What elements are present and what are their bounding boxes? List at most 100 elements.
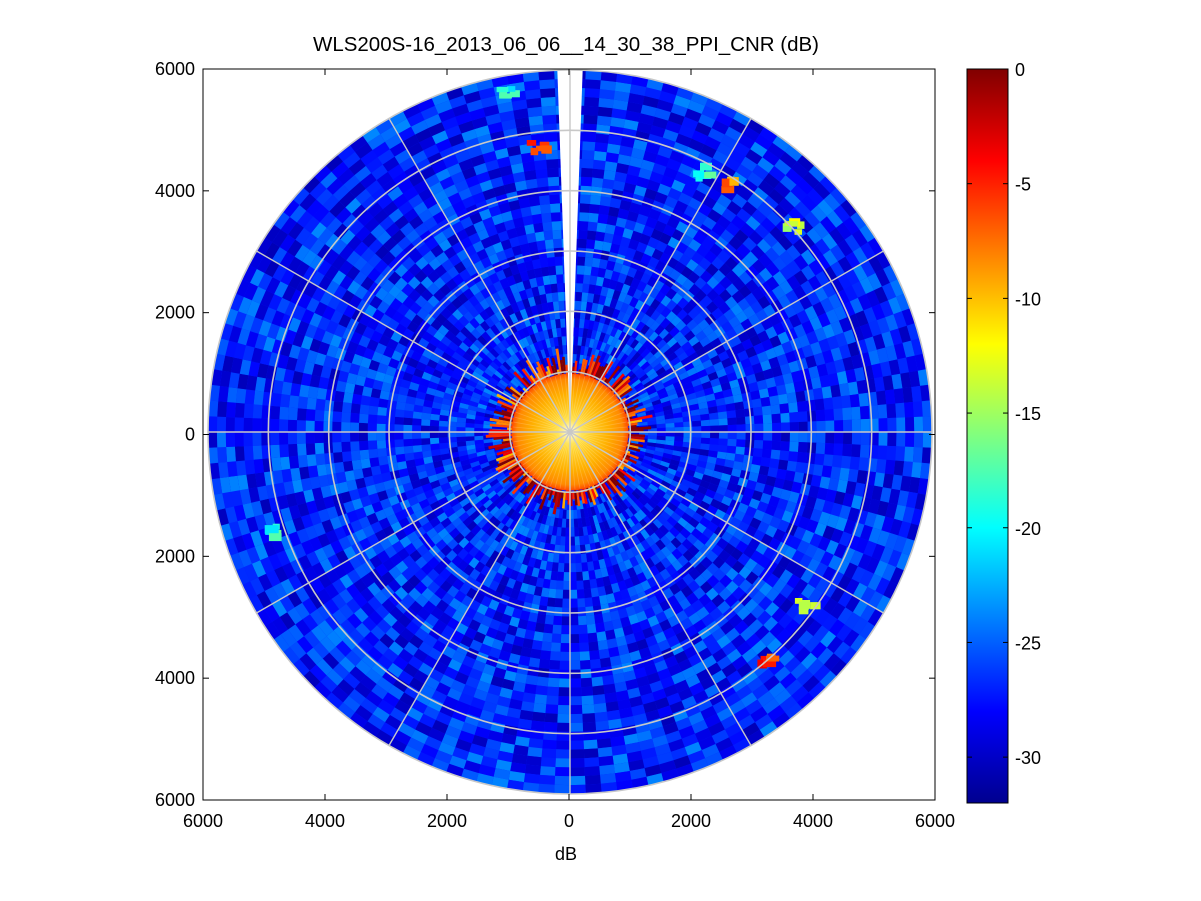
cnr-cell (619, 653, 632, 665)
cnr-cell (354, 344, 367, 357)
cnr-cell (676, 309, 688, 321)
cnr-cell (701, 237, 715, 251)
cnr-cell (537, 285, 546, 296)
cnr-cell (468, 295, 480, 307)
cnr-cell (504, 469, 514, 477)
cnr-cell (740, 358, 752, 369)
cnr-cell (565, 518, 570, 528)
cnr-cell (535, 276, 545, 287)
cnr-cell (553, 337, 559, 347)
cnr-cell (756, 379, 768, 391)
cnr-cell (644, 502, 654, 513)
cnr-cell (395, 453, 406, 463)
cnr-cell (692, 432, 702, 438)
cnr-cell (235, 388, 247, 404)
cnr-cell (610, 526, 618, 537)
cnr-cell (422, 406, 432, 414)
cnr-cell (444, 468, 455, 477)
cnr-cell (633, 583, 645, 595)
cnr-cell (698, 401, 709, 410)
cnr-cell (832, 396, 843, 409)
cnr-cell (731, 468, 742, 478)
cnr-cell (479, 532, 491, 544)
cnr-cell (700, 437, 711, 445)
cnr-cell (586, 347, 593, 357)
cnr-cell (343, 500, 355, 514)
cnr-cell (504, 315, 514, 326)
cnr-cell (350, 412, 360, 423)
cnr-cell (385, 415, 395, 425)
cnr-cell (570, 651, 580, 661)
cnr-cell (463, 564, 475, 576)
cnr-cell (635, 321, 646, 332)
cnr-cell (552, 553, 560, 563)
cnr-cell (427, 581, 440, 594)
cnr-cell (470, 460, 480, 468)
cnr-cell (671, 559, 683, 572)
cnr-cell (619, 353, 629, 363)
cnr-cell (425, 511, 437, 522)
cnr-cell (588, 516, 595, 526)
cnr-cell (297, 443, 307, 456)
cnr-cell (448, 356, 460, 367)
cnr-cell (446, 473, 457, 483)
cnr-cell (599, 594, 608, 605)
cnr-cell (604, 557, 613, 568)
cnr-cell (743, 454, 753, 464)
cnr-cell (389, 606, 404, 621)
cnr-cell (596, 222, 607, 233)
cnr-cell (555, 589, 564, 599)
cnr-cell (570, 589, 578, 599)
cnr-cell (447, 341, 459, 352)
cnr-cell (459, 356, 470, 367)
cnr-cell (706, 289, 720, 302)
cnr-cell (483, 442, 494, 448)
cnr-cell (636, 280, 647, 292)
cnr-cell (839, 383, 850, 397)
cnr-cell (758, 388, 770, 399)
cnr-cell (913, 432, 924, 448)
cnr-cell (591, 257, 601, 268)
cnr-cell (665, 436, 675, 442)
cnr-cell (503, 482, 513, 491)
cnr-cell (656, 468, 667, 477)
cnr-cell (782, 479, 794, 492)
cnr-cell (688, 556, 701, 569)
cnr-cell (623, 474, 632, 483)
cnr-cell (598, 332, 606, 342)
cnr-cell (535, 531, 543, 542)
cnr-cell (476, 505, 487, 515)
cnr-cell (413, 451, 424, 460)
cnr-cell (579, 212, 590, 222)
cnr-cell (474, 432, 484, 437)
cnr-cell (727, 432, 737, 440)
cnr-cell (635, 405, 645, 412)
cnr-cell (362, 386, 373, 397)
cnr-cell (711, 627, 726, 642)
cnr-cell (751, 259, 766, 274)
cnr-cell (403, 424, 413, 432)
cnr-cell (656, 387, 667, 396)
cnr-cell (511, 501, 521, 511)
cnr-cell (497, 288, 507, 300)
cnr-cell (719, 574, 733, 588)
cnr-cell (480, 595, 492, 608)
cnr-cell (583, 739, 598, 750)
cnr-cell (688, 283, 701, 296)
cnr-cell (351, 393, 362, 405)
cnr-cell (816, 432, 826, 444)
cnr-cell (609, 197, 622, 209)
cnr-cell (725, 452, 736, 461)
cnr-cell (606, 509, 615, 519)
cnr-cell (484, 546, 495, 558)
cnr-cell (650, 554, 661, 566)
cnr-cell (603, 683, 616, 695)
cnr-cell (626, 538, 636, 549)
cnr-cell (556, 327, 562, 337)
cnr-cell (510, 644, 523, 656)
cnr-cell (415, 391, 426, 400)
cnr-cell (750, 464, 761, 474)
cnr-cell (324, 399, 335, 412)
cnr-cell (737, 298, 751, 311)
cnr-cell (448, 253, 462, 267)
